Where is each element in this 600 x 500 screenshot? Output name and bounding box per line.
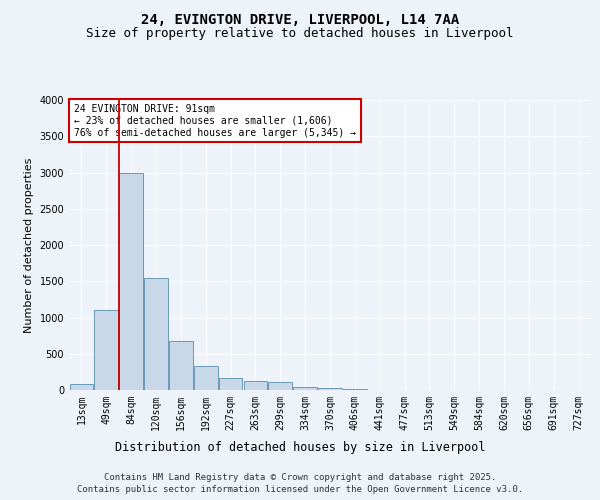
- Bar: [318, 388, 342, 390]
- Bar: [169, 342, 193, 390]
- Bar: [70, 384, 93, 390]
- Y-axis label: Number of detached properties: Number of detached properties: [24, 158, 34, 332]
- Bar: [219, 378, 242, 390]
- Text: 24, EVINGTON DRIVE, LIVERPOOL, L14 7AA: 24, EVINGTON DRIVE, LIVERPOOL, L14 7AA: [141, 12, 459, 26]
- Bar: [194, 366, 218, 390]
- Bar: [268, 382, 292, 390]
- Text: 24 EVINGTON DRIVE: 91sqm
← 23% of detached houses are smaller (1,606)
76% of sem: 24 EVINGTON DRIVE: 91sqm ← 23% of detach…: [74, 104, 356, 138]
- Bar: [293, 386, 317, 390]
- Bar: [119, 172, 143, 390]
- Bar: [244, 382, 267, 390]
- Bar: [144, 278, 168, 390]
- Text: Contains HM Land Registry data © Crown copyright and database right 2025.
Contai: Contains HM Land Registry data © Crown c…: [77, 472, 523, 494]
- Text: Distribution of detached houses by size in Liverpool: Distribution of detached houses by size …: [115, 441, 485, 454]
- Bar: [94, 310, 118, 390]
- Text: Size of property relative to detached houses in Liverpool: Size of property relative to detached ho…: [86, 28, 514, 40]
